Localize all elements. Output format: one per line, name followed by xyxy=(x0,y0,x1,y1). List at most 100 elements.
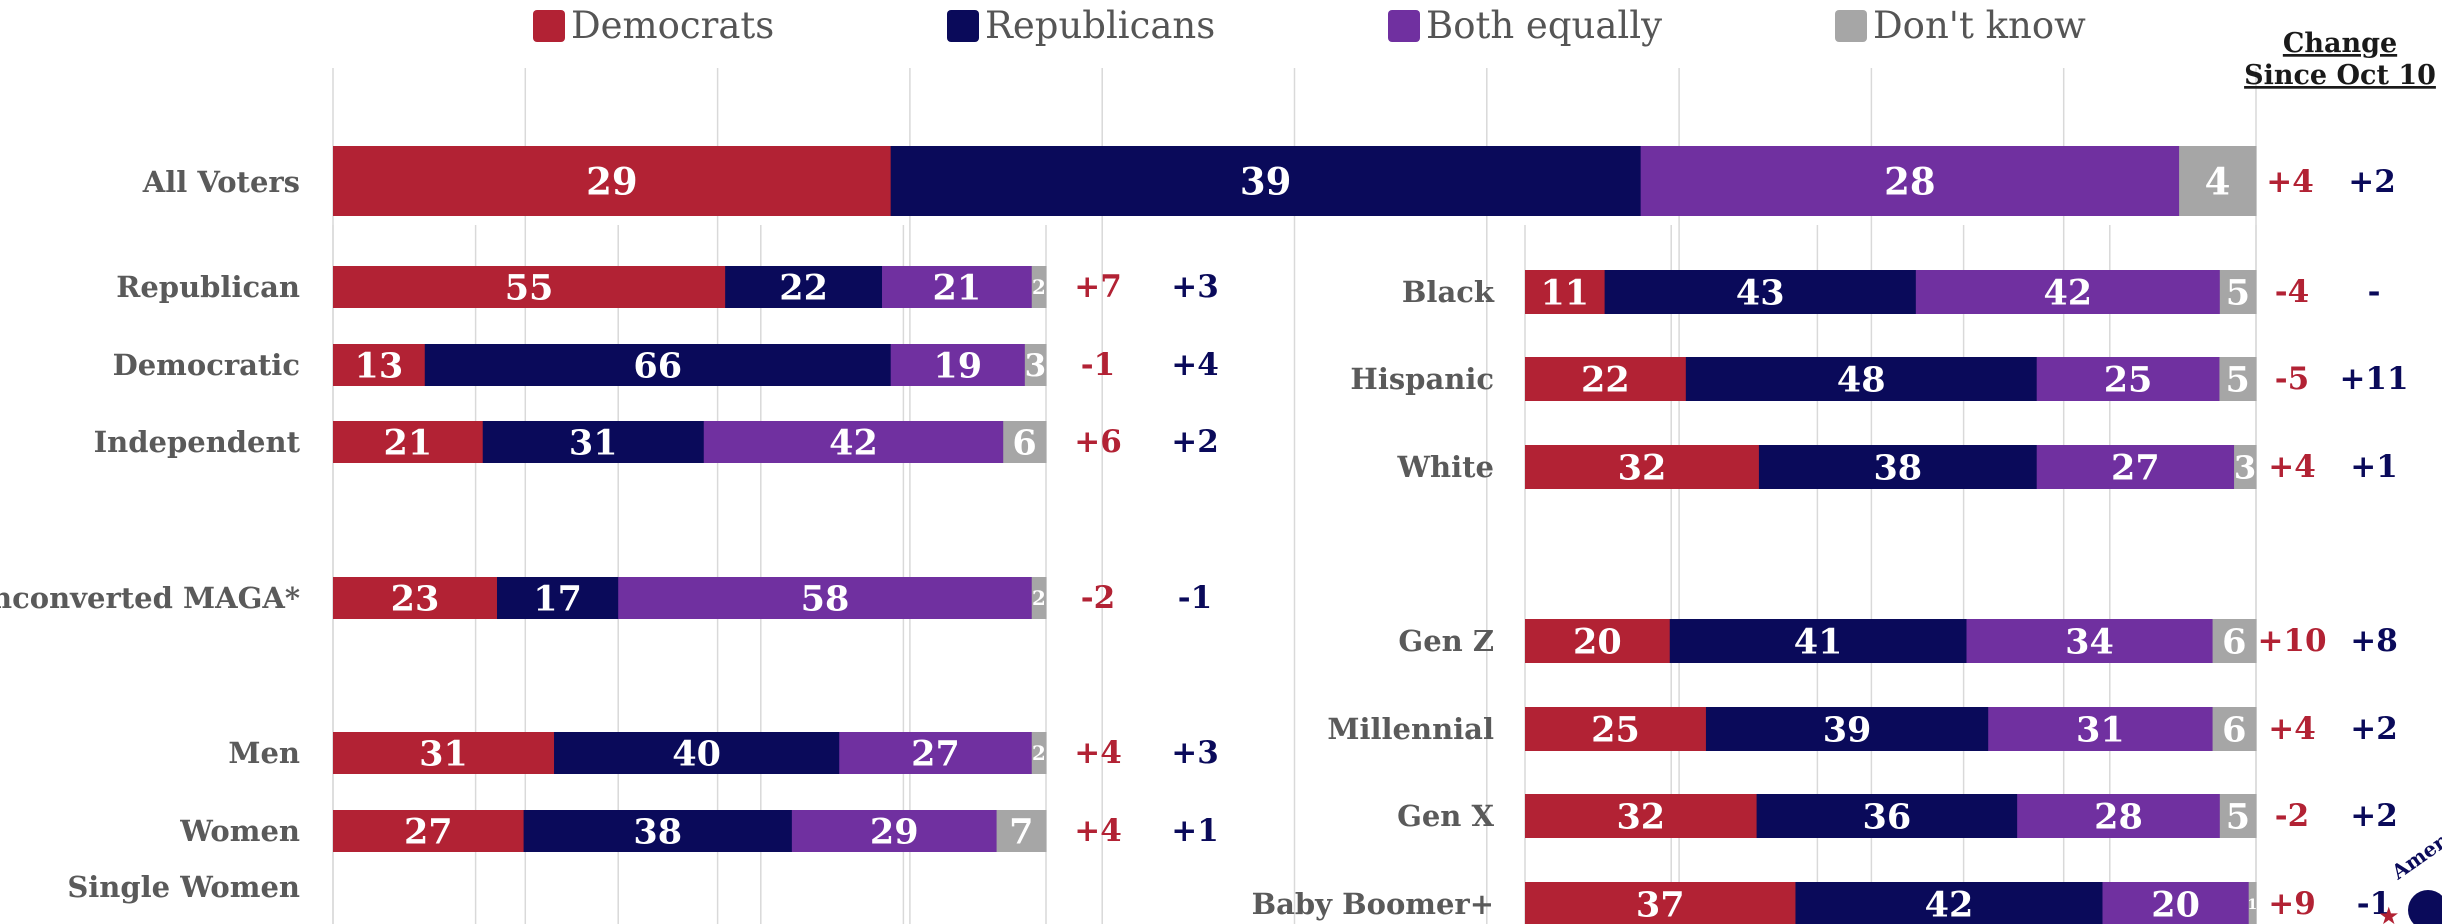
bar-segment-republicans xyxy=(1758,445,2038,489)
row-white: White 32 38 27 3 +4 +1 xyxy=(1396,445,2398,489)
row-all-voters: All Voters 29 39 28 4 +4 +2 xyxy=(142,146,2396,216)
change-republicans: -1 xyxy=(1178,580,1212,616)
data-label: 6 xyxy=(2222,710,2246,751)
data-label: 27 xyxy=(911,734,960,775)
bar-segment-dont-know xyxy=(1024,344,1047,386)
legend-swatch xyxy=(1388,10,1420,42)
bar-segment-dont-know xyxy=(2234,445,2257,489)
bar-segment-republicans xyxy=(1756,794,2018,838)
data-label: 32 xyxy=(1616,797,1665,838)
data-label: 28 xyxy=(2094,797,2143,838)
change-republicans: +2 xyxy=(2350,798,2398,834)
row-millennial: Millennial 25 39 31 6 +4 +2 xyxy=(1327,707,2398,751)
bar-segment-democrats xyxy=(333,732,555,774)
bar-segment-republicans xyxy=(1795,882,2103,924)
change-republicans: +11 xyxy=(2339,361,2408,397)
change-republicans: - xyxy=(2368,274,2381,310)
bar-segment-both-equally xyxy=(1915,270,2221,314)
change-democrats: +4 xyxy=(1074,813,1122,849)
data-label: 21 xyxy=(933,268,982,309)
bar-segment-democrats xyxy=(1525,445,1760,489)
data-label: 42 xyxy=(829,423,878,464)
change-democrats: +10 xyxy=(2257,623,2326,659)
legend: Democrats Republicans Both equally Don't kn… xyxy=(533,4,2086,47)
data-label: 31 xyxy=(419,734,468,775)
change-republicans: +2 xyxy=(2348,164,2396,200)
change-democrats: +4 xyxy=(2268,449,2316,485)
legend-item-democrats: Democrats xyxy=(533,4,774,47)
data-label: 41 xyxy=(1794,622,1843,663)
legend-label: Democrats xyxy=(571,4,774,47)
bar-segment-dont-know xyxy=(2248,882,2257,924)
change-democrats: +4 xyxy=(2266,164,2314,200)
change-democrats: -2 xyxy=(1081,580,1115,616)
row-men: Men 31 40 27 2 +4 +3 xyxy=(228,732,1219,775)
change-header-line-2: Since Oct 10 xyxy=(2244,60,2436,91)
change-democrats: +6 xyxy=(1074,424,1122,460)
change-democrats: +4 xyxy=(2268,711,2316,747)
bar-segment-both-equally xyxy=(839,732,1033,774)
data-label: 17 xyxy=(533,579,582,620)
bar-segment-republicans xyxy=(496,577,619,619)
data-label: 43 xyxy=(1736,273,1785,314)
data-label: 11 xyxy=(1540,273,1589,314)
legend-item-both-equally: Both equally xyxy=(1388,4,1662,47)
data-label: 32 xyxy=(1618,448,1667,489)
bar-segment-democrats xyxy=(333,146,892,216)
row-label: Baby Boomer+ xyxy=(1252,887,1494,921)
bar-segment-democrats xyxy=(333,421,484,463)
data-label: 19 xyxy=(933,346,982,387)
bar-segment-republicans xyxy=(725,266,883,308)
legend-swatch xyxy=(947,10,979,42)
data-label: 22 xyxy=(779,268,828,309)
row-label: Hispanic xyxy=(1350,362,1494,396)
bar-segment-republicans xyxy=(1604,270,1917,314)
bar-segment-republicans xyxy=(424,344,892,386)
data-label: 28 xyxy=(1884,159,1936,203)
legend-label: Don't know xyxy=(1873,4,2086,47)
change-republicans: +2 xyxy=(2350,711,2398,747)
bar-segment-democrats xyxy=(1525,882,1796,924)
change-democrats: -5 xyxy=(2275,361,2309,397)
data-label: 2 xyxy=(1032,586,1046,610)
data-label: 22 xyxy=(1581,360,1630,401)
bar-segment-both-equally xyxy=(791,810,998,852)
bar-segment-republicans xyxy=(523,810,793,852)
row-independent: Independent 21 31 42 6 +6 +2 xyxy=(94,421,1219,464)
change-democrats: +9 xyxy=(2268,886,2316,922)
row-single-women: Single Women xyxy=(67,870,300,904)
data-label: 23 xyxy=(391,579,440,620)
bar-segment-both-equally xyxy=(2017,794,2221,838)
change-republicans: +3 xyxy=(1171,735,1219,771)
row-republican: Republican 55 22 21 2 +7 +3 xyxy=(116,266,1219,309)
legend-swatch xyxy=(1835,10,1867,42)
change-republicans: +3 xyxy=(1171,269,1219,305)
row-unconverted-maga: Unconverted MAGA* 23 17 58 2 -2 -1 xyxy=(0,577,1212,620)
data-label: 3 xyxy=(2234,449,2256,487)
data-label: 31 xyxy=(569,423,618,464)
data-label: 4 xyxy=(2205,159,2231,203)
data-label: 27 xyxy=(2111,448,2160,489)
data-label: 29 xyxy=(586,159,638,203)
change-democrats: +7 xyxy=(1074,269,1122,305)
change-republicans: +8 xyxy=(2350,623,2398,659)
data-label: 5 xyxy=(2226,797,2250,838)
data-label: 25 xyxy=(2104,360,2153,401)
bar-segment-democrats xyxy=(1525,707,1707,751)
bar-segment-republicans xyxy=(890,146,1642,216)
row-hispanic: Hispanic 22 48 25 5 -5 +11 xyxy=(1350,357,2409,401)
legend-item-republicans: Republicans xyxy=(947,4,1215,47)
data-label: 34 xyxy=(2065,622,2114,663)
bar-segment-both-equally xyxy=(2036,445,2235,489)
bar-segment-dont-know xyxy=(1031,266,1047,308)
bar-segment-republicans xyxy=(1669,619,1967,663)
row-label: Black xyxy=(1402,275,1495,309)
data-label: 55 xyxy=(505,268,554,309)
star-icon: ★ xyxy=(2378,902,2400,924)
bar-segment-dont-know xyxy=(2219,794,2257,838)
bar-segment-dont-know xyxy=(2219,270,2257,314)
data-label: 29 xyxy=(870,812,919,853)
change-democrats: -4 xyxy=(2275,274,2309,310)
bar-segment-republicans xyxy=(1685,357,2038,401)
